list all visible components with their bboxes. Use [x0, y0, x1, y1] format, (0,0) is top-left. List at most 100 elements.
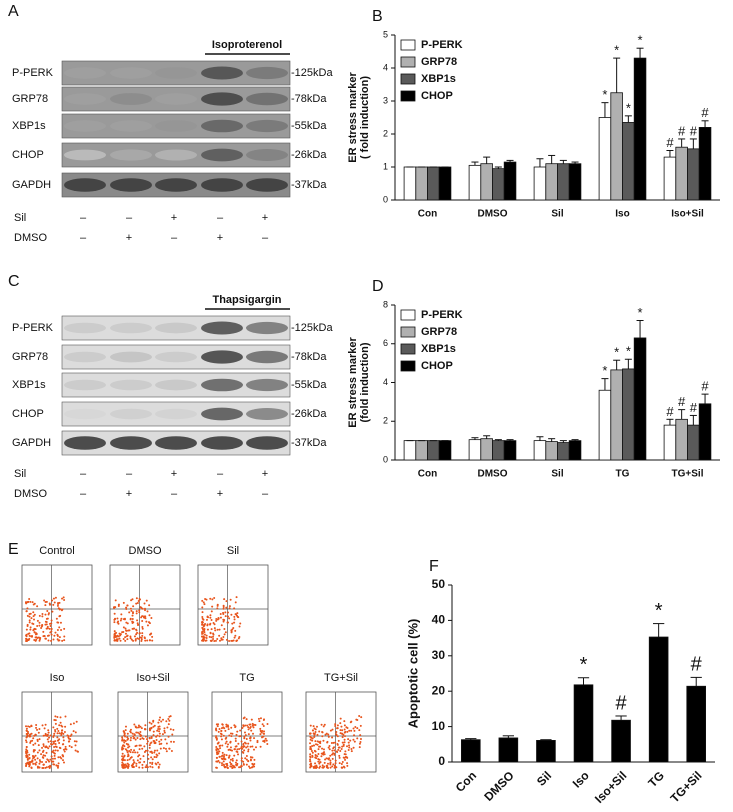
flow-event: [32, 750, 35, 753]
flow-event: [229, 732, 232, 735]
flow-event: [38, 624, 41, 627]
blot-band: [246, 92, 288, 106]
blot-band: [246, 149, 288, 161]
flow-event: [50, 633, 53, 636]
flow-event: [35, 632, 38, 635]
flow-event: [216, 604, 219, 607]
flow-event: [158, 730, 161, 733]
flow-event: [74, 744, 77, 747]
flow-event: [57, 730, 60, 733]
panel-label: D: [372, 278, 384, 295]
significance-marker: *: [638, 305, 643, 320]
flow-event: [320, 755, 323, 758]
flow-event: [205, 639, 208, 642]
flow-event: [341, 741, 344, 744]
flow-event: [50, 622, 53, 625]
flow-event: [201, 617, 204, 620]
flow-event: [31, 759, 34, 762]
flow-event: [119, 619, 122, 622]
size-marker: -125kDa: [291, 67, 333, 79]
flow-event: [240, 747, 243, 750]
flow-event: [158, 725, 161, 728]
flow-event: [143, 616, 146, 619]
flow-event: [133, 733, 136, 736]
flow-event: [320, 723, 323, 726]
error-bar: [506, 159, 514, 163]
flow-event: [124, 725, 127, 728]
flow-event: [312, 725, 315, 728]
flow-event: [224, 615, 227, 618]
flow-frame: [305, 691, 377, 773]
flow-event: [43, 727, 46, 730]
flow-event: [62, 761, 65, 764]
flow-event: [327, 735, 330, 738]
flow-event: [138, 732, 141, 735]
flow-event: [253, 765, 256, 768]
flow-event: [315, 725, 318, 728]
flow-event: [246, 724, 249, 727]
flow-event: [26, 607, 29, 610]
flow-event: [219, 616, 222, 619]
flow-event: [352, 746, 355, 749]
flow-event: [30, 724, 33, 727]
flow-event: [165, 750, 168, 753]
flow-event: [44, 766, 47, 769]
bar: [698, 403, 712, 461]
flow-event: [233, 724, 236, 727]
flow-event: [336, 742, 339, 745]
flow-event: [25, 725, 28, 728]
flow-event: [149, 765, 152, 768]
flow-event: [75, 740, 78, 743]
flow-event: [130, 638, 133, 641]
flow-event: [27, 600, 30, 603]
blot-band: [64, 408, 106, 420]
panel-label: F: [429, 558, 439, 575]
x-tick-label: Con: [418, 469, 437, 480]
flow-event: [27, 725, 30, 728]
flow-event: [145, 764, 148, 767]
condition-sign: –: [217, 468, 224, 480]
flow-event: [259, 717, 262, 720]
flow-event: [121, 758, 124, 761]
flow-event: [115, 639, 118, 642]
flow-event: [133, 723, 136, 726]
x-tick-label: DMSO: [478, 209, 508, 220]
blot-band: [246, 321, 288, 335]
flow-event: [70, 746, 73, 749]
flow-event: [141, 619, 144, 622]
flow-event: [131, 618, 134, 621]
flow-event: [48, 603, 51, 606]
flow-event: [216, 753, 219, 756]
flow-event: [135, 633, 138, 636]
flow-event: [230, 630, 233, 633]
flow-event: [215, 738, 218, 741]
flow-event: [237, 616, 240, 619]
flow-event: [38, 638, 41, 641]
flow-event: [234, 634, 237, 637]
flow-event: [121, 761, 124, 764]
y-axis-label: ( fold induction): [359, 76, 371, 159]
flow-event: [135, 602, 138, 605]
flow-event: [205, 634, 208, 637]
flow-event: [26, 624, 29, 627]
flow-event: [202, 635, 205, 638]
flow-event: [122, 601, 125, 604]
flow-event: [209, 631, 212, 634]
flow-event: [30, 732, 33, 735]
flow-event: [204, 623, 207, 626]
flow-event: [56, 621, 59, 624]
flow-frame: [109, 564, 181, 646]
flow-event: [221, 744, 224, 747]
blot-band: [110, 322, 152, 334]
flow-event: [235, 745, 238, 748]
flow-event: [25, 610, 28, 613]
y-tick-label: 8: [383, 299, 388, 309]
flow-event: [131, 627, 134, 630]
flow-event: [340, 732, 343, 735]
flow-event: [141, 627, 144, 630]
flow-event: [220, 638, 223, 641]
flow-event: [248, 767, 251, 769]
x-tick-label: Sil: [551, 209, 563, 220]
flow-event: [44, 601, 47, 604]
flow-event: [148, 728, 151, 731]
